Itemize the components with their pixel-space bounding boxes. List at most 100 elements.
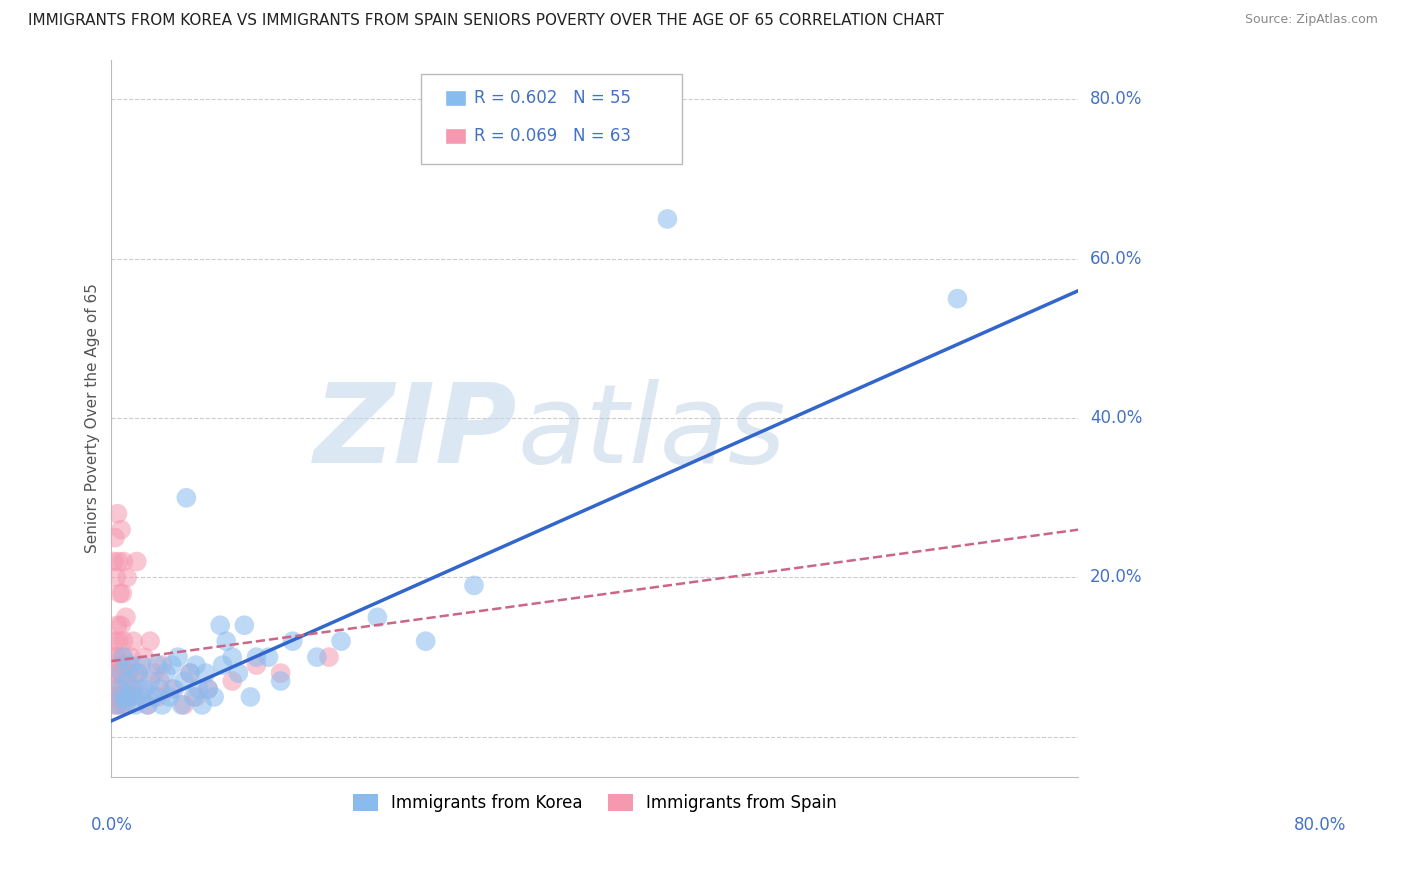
Point: [115, 698, 138, 712]
Point: [184, 690, 207, 704]
Point: [107, 681, 129, 696]
Point: [108, 690, 131, 704]
Point: [127, 666, 149, 681]
Point: [191, 698, 214, 712]
Text: R = 0.069   N = 63: R = 0.069 N = 63: [474, 128, 631, 145]
Point: [107, 618, 129, 632]
Point: [107, 507, 129, 521]
Legend: Immigrants from Korea, Immigrants from Spain: Immigrants from Korea, Immigrants from S…: [346, 787, 844, 819]
Point: [270, 666, 292, 681]
Point: [127, 666, 149, 681]
Point: [110, 618, 132, 632]
Point: [105, 690, 128, 704]
Point: [184, 658, 207, 673]
Point: [110, 666, 132, 681]
Point: [257, 650, 280, 665]
Point: [121, 681, 143, 696]
Point: [108, 658, 131, 673]
Point: [215, 634, 238, 648]
Point: [946, 292, 969, 306]
Point: [233, 618, 256, 632]
Point: [124, 698, 146, 712]
Point: [118, 658, 141, 673]
Point: [107, 634, 129, 648]
Text: atlas: atlas: [517, 379, 786, 486]
Point: [160, 681, 183, 696]
Point: [107, 666, 129, 681]
Point: [104, 634, 127, 648]
Point: [150, 658, 173, 673]
Point: [115, 610, 138, 624]
Point: [173, 673, 195, 688]
Point: [115, 673, 138, 688]
Point: [330, 634, 353, 648]
Point: [197, 681, 219, 696]
Point: [125, 555, 148, 569]
Point: [197, 681, 219, 696]
Point: [305, 650, 328, 665]
Point: [120, 650, 142, 665]
Point: [107, 555, 129, 569]
FancyBboxPatch shape: [446, 90, 467, 106]
Point: [131, 690, 153, 704]
Point: [108, 681, 131, 696]
Point: [245, 658, 267, 673]
Point: [117, 666, 139, 681]
FancyBboxPatch shape: [420, 74, 682, 163]
Point: [150, 698, 173, 712]
Point: [179, 666, 201, 681]
Point: [318, 650, 340, 665]
Point: [111, 586, 134, 600]
Point: [103, 555, 125, 569]
Point: [173, 698, 195, 712]
Text: R = 0.602   N = 55: R = 0.602 N = 55: [474, 89, 631, 107]
Point: [146, 658, 169, 673]
Text: 80.0%: 80.0%: [1090, 90, 1142, 109]
Point: [142, 690, 165, 704]
Point: [281, 634, 304, 648]
Point: [142, 666, 165, 681]
Point: [179, 666, 201, 681]
Point: [118, 690, 141, 704]
Text: 40.0%: 40.0%: [1090, 409, 1142, 427]
Point: [187, 681, 209, 696]
Point: [112, 698, 135, 712]
Point: [211, 658, 233, 673]
Point: [202, 690, 225, 704]
Point: [108, 586, 131, 600]
Point: [122, 681, 145, 696]
Point: [194, 666, 217, 681]
Point: [124, 690, 146, 704]
Text: Source: ZipAtlas.com: Source: ZipAtlas.com: [1244, 13, 1378, 27]
Point: [111, 690, 134, 704]
Point: [107, 698, 129, 712]
Point: [132, 650, 155, 665]
Point: [112, 673, 135, 688]
Text: 20.0%: 20.0%: [1090, 568, 1143, 586]
Point: [103, 666, 125, 681]
Point: [131, 681, 153, 696]
Point: [149, 673, 172, 688]
Point: [112, 555, 135, 569]
Point: [115, 690, 138, 704]
Point: [463, 578, 485, 592]
Point: [366, 610, 388, 624]
Point: [183, 690, 205, 704]
Point: [107, 698, 129, 712]
Point: [112, 650, 135, 665]
Point: [228, 666, 250, 681]
Point: [136, 698, 159, 712]
Point: [176, 491, 198, 505]
Point: [101, 650, 124, 665]
Point: [160, 658, 183, 673]
Point: [146, 690, 169, 704]
Point: [221, 650, 243, 665]
Point: [131, 658, 153, 673]
Text: ZIP: ZIP: [314, 379, 517, 486]
Point: [110, 523, 132, 537]
Point: [139, 673, 162, 688]
Point: [159, 690, 181, 704]
Point: [101, 690, 124, 704]
Y-axis label: Seniors Poverty Over the Age of 65: Seniors Poverty Over the Age of 65: [86, 283, 100, 553]
Text: IMMIGRANTS FROM KOREA VS IMMIGRANTS FROM SPAIN SENIORS POVERTY OVER THE AGE OF 6: IMMIGRANTS FROM KOREA VS IMMIGRANTS FROM…: [28, 13, 943, 29]
